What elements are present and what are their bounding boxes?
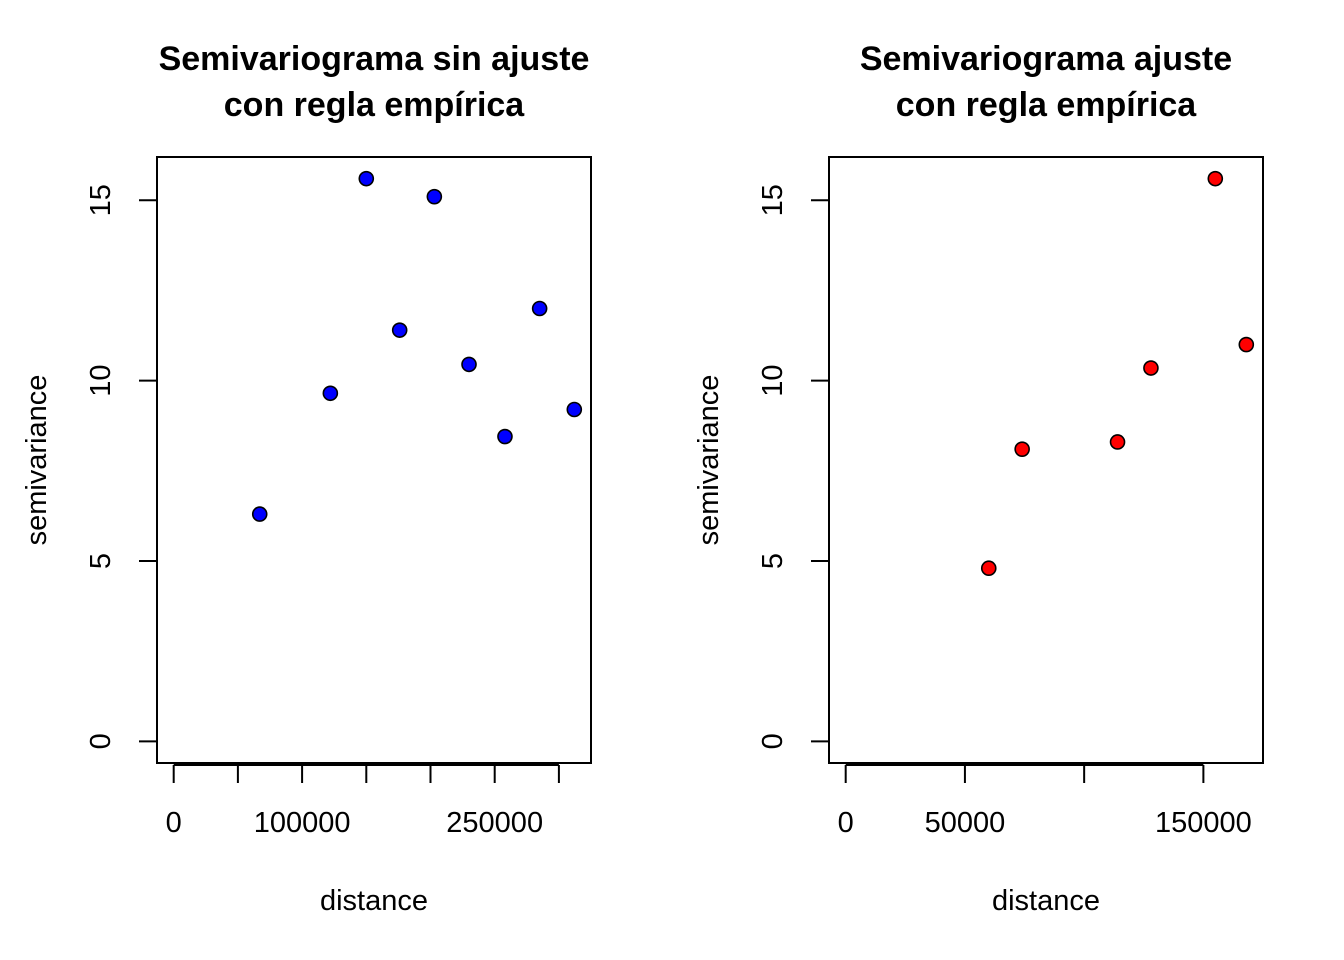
y-tick-label: 10 bbox=[85, 365, 117, 397]
data-point bbox=[980, 560, 997, 577]
data-point bbox=[461, 356, 477, 373]
x-axis: 0 100000 250000 bbox=[166, 764, 560, 839]
y-tick-label: 5 bbox=[757, 553, 789, 569]
chart-title-line-1: Semivariograma ajuste bbox=[860, 40, 1232, 78]
data-point bbox=[1143, 360, 1159, 376]
left-scatter-panel: Semivariograma sin ajuste con regla empí… bbox=[21, 40, 592, 917]
data-point bbox=[322, 385, 339, 402]
y-axis: 0 5 10 15 bbox=[757, 184, 830, 749]
right-scatter-panel: Semivariograma ajuste con regla empírica… bbox=[693, 40, 1264, 917]
y-tick-label: 15 bbox=[757, 184, 789, 216]
x-tick-label: 150000 bbox=[1155, 807, 1252, 839]
x-tick-label: 50000 bbox=[925, 807, 1006, 839]
data-point bbox=[1238, 336, 1255, 353]
y-axis-label: semivariance bbox=[21, 375, 53, 546]
data-point bbox=[497, 428, 513, 445]
data-point bbox=[566, 401, 583, 418]
y-tick-label: 5 bbox=[85, 553, 117, 569]
x-tick-label: 100000 bbox=[254, 807, 351, 839]
data-point bbox=[1207, 170, 1224, 187]
data-points bbox=[251, 170, 583, 522]
plot-frame bbox=[156, 156, 592, 764]
data-point bbox=[391, 322, 408, 338]
data-point bbox=[251, 506, 268, 522]
data-point bbox=[1109, 434, 1126, 450]
data-points bbox=[980, 170, 1255, 577]
chart-title-line-2: con regla empírica bbox=[224, 86, 526, 124]
x-axis: 0 50000 150000 bbox=[838, 764, 1252, 839]
y-tick-label: 10 bbox=[757, 365, 789, 397]
data-point bbox=[531, 300, 548, 317]
y-tick-label: 15 bbox=[85, 184, 117, 216]
plot-frame bbox=[828, 156, 1264, 764]
y-tick-label: 0 bbox=[85, 733, 117, 749]
chart-title-line-1: Semivariograma sin ajuste bbox=[159, 40, 590, 78]
chart-title-line-2: con regla empírica bbox=[896, 86, 1198, 124]
x-tick-label: 250000 bbox=[446, 807, 543, 839]
data-point bbox=[426, 188, 443, 205]
data-point bbox=[1014, 441, 1030, 457]
data-point bbox=[358, 170, 375, 187]
x-tick-label: 0 bbox=[838, 807, 854, 839]
y-axis-label: semivariance bbox=[693, 375, 725, 546]
y-tick-label: 0 bbox=[757, 733, 789, 749]
x-axis-label: distance bbox=[992, 885, 1100, 917]
x-tick-label: 0 bbox=[166, 807, 182, 839]
x-axis-label: distance bbox=[320, 885, 428, 917]
y-axis: 0 5 10 15 bbox=[85, 184, 158, 749]
